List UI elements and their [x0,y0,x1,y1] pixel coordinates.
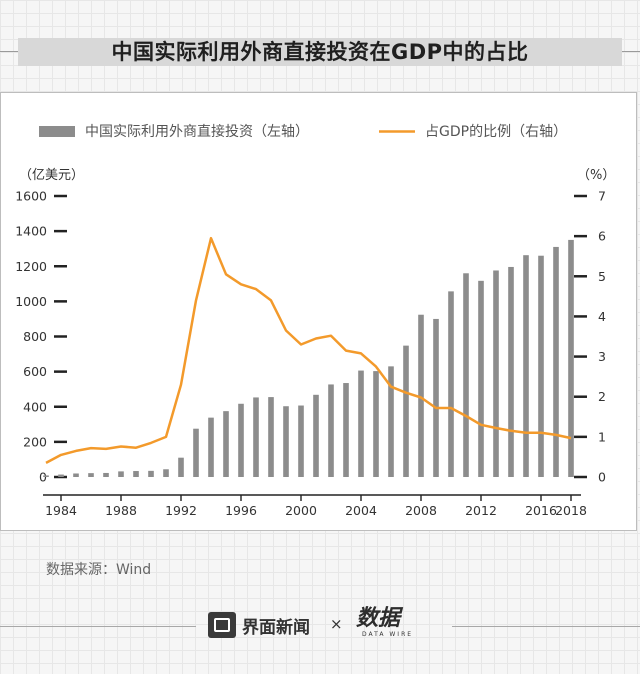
bar [538,255,544,477]
x-tick-label: 2018 [555,503,587,518]
bar [343,383,349,477]
brand-separator: × [330,615,343,633]
bar [463,273,469,477]
left-axis: 0 200 400 600 800 1000 1200 1400 1600 [15,189,67,485]
title-rule-left [0,51,18,52]
left-tick-label: 0 [39,470,47,485]
line-series [45,236,572,465]
chart-panel: 中国实际利用外商直接投资（左轴） 占GDP的比例（右轴） （亿美元） （%） 0… [0,92,637,531]
bar [178,457,184,477]
left-tick-label: 1000 [15,294,47,309]
left-axis-unit: （亿美元） [19,168,84,183]
bar [298,405,304,477]
brand-logo-icon [208,612,236,638]
bar [208,417,214,477]
partner-logo-subtitle: DATA WIRE [362,631,414,638]
legend-line-label: 占GDP的比例（右轴） [425,124,567,140]
bar [373,371,379,477]
right-tick-label: 7 [598,189,606,204]
right-axis-unit: （%） [577,168,615,183]
bar [193,428,199,477]
bar [283,406,289,477]
bar [103,472,109,477]
left-tick-label: 1400 [15,224,47,239]
x-tick-label: 2012 [465,503,497,518]
legend-bar-swatch [39,126,75,137]
x-tick-label: 1992 [165,503,197,518]
partner-logo: 数据 [356,605,401,631]
bar [118,471,124,477]
x-tick-label: 1988 [105,503,137,518]
left-tick-label: 400 [23,399,47,414]
bar [403,345,409,477]
bar [508,266,514,477]
footer-rule-left [0,626,196,627]
bar [448,291,454,477]
title-background [18,38,622,66]
bar [568,239,574,477]
footer: 界面新闻 × 数据 DATA WIRE [0,605,640,645]
bar [478,280,484,477]
bar-series [43,239,574,477]
bar [253,397,259,477]
x-tick-label: 2000 [285,503,317,518]
title-rule-right [622,51,640,52]
x-tick-label: 1996 [225,503,257,518]
bar [268,397,274,477]
left-tick-label: 800 [23,329,47,344]
bar [418,314,424,477]
bar [88,473,94,477]
bar [358,370,364,477]
footer-rule-right [452,626,640,627]
brand-name: 界面新闻 [242,618,310,638]
page-title: 中国实际利用外商直接投资在GDP中的占比 [111,40,529,64]
right-tick-label: 6 [598,229,606,244]
bar [523,255,529,477]
legend-bar-label: 中国实际利用外商直接投资（左轴） [85,123,309,140]
left-tick-label: 1200 [15,259,47,274]
right-tick-label: 5 [598,269,606,284]
bar [553,246,559,477]
x-tick-label: 2008 [405,503,437,518]
left-tick-label: 200 [23,434,47,449]
bar [73,473,79,477]
bar [163,469,169,477]
x-tick-label: 2016 [525,503,557,518]
source-note: 数据来源：Wind [46,562,152,578]
right-tick-label: 4 [598,309,606,324]
bar [133,471,139,477]
bar [148,470,154,477]
bar [43,475,49,477]
left-tick-label: 1600 [15,189,47,204]
bar [388,366,394,477]
right-axis: 0 1 2 3 4 5 6 7 [574,189,606,485]
bar [58,474,64,477]
left-tick-label: 600 [23,364,47,379]
bar [238,403,244,477]
right-tick-label: 1 [598,429,606,444]
bar [223,411,229,477]
bar [328,384,334,477]
x-tick-label: 1984 [45,503,77,518]
right-tick-label: 0 [598,470,606,485]
right-tick-label: 2 [598,389,606,404]
title-bar: 中国实际利用外商直接投资在GDP中的占比 [0,32,640,72]
bar [313,394,319,477]
right-tick-label: 3 [598,349,606,364]
bar [493,270,499,477]
chart-svg: 中国实际利用外商直接投资（左轴） 占GDP的比例（右轴） （亿美元） （%） 0… [15,123,615,518]
gdp-share-line [45,236,572,465]
x-tick-label: 2004 [345,503,377,518]
bar [433,318,439,477]
